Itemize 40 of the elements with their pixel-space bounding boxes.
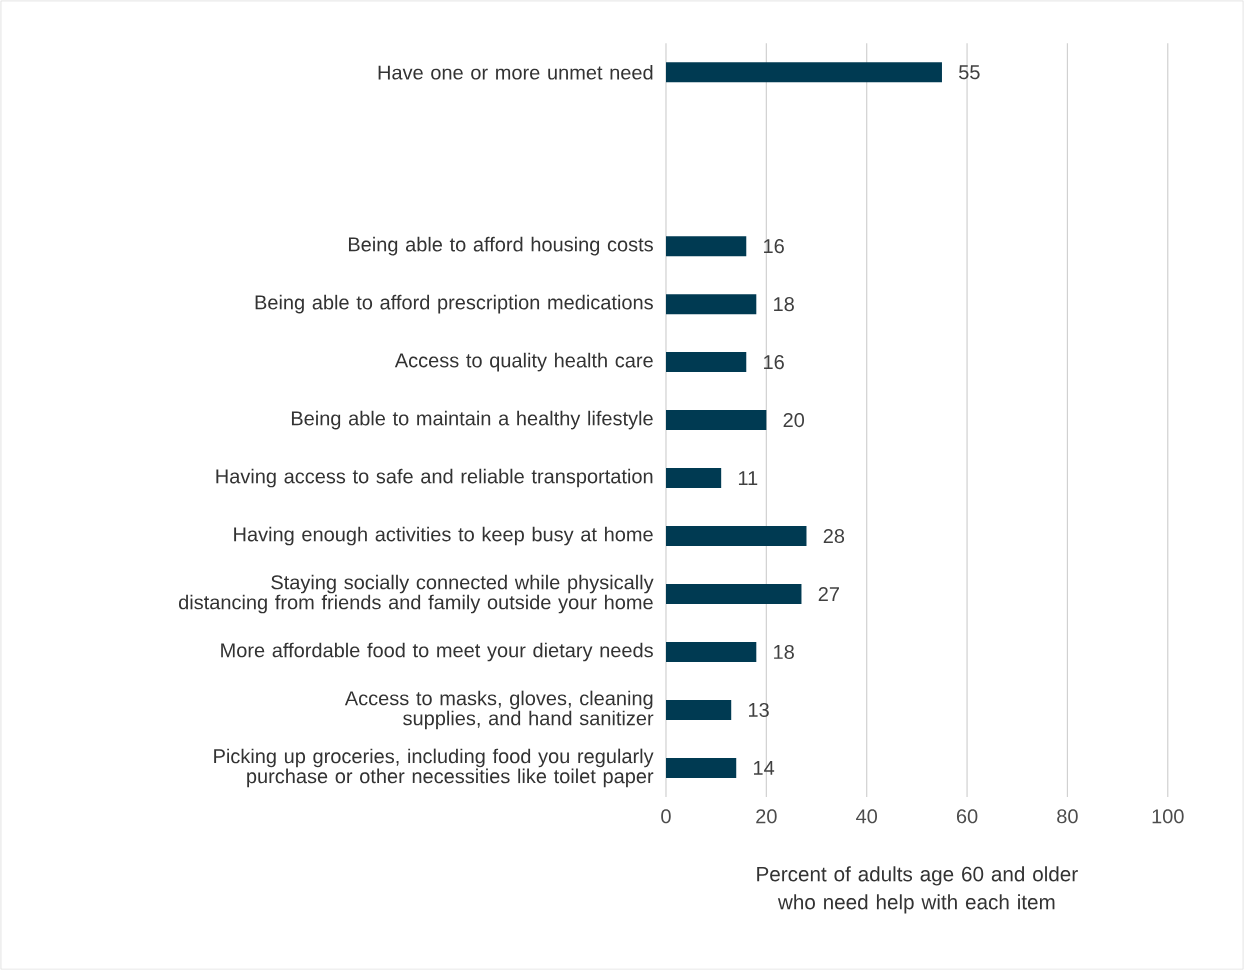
bar	[665, 352, 747, 373]
x-tick-label: 40	[856, 809, 878, 824]
data-label: 20	[783, 412, 805, 428]
data-label: 16	[764, 239, 784, 254]
data-label: 18	[774, 644, 794, 660]
data-label: 14	[754, 761, 775, 775]
y-tick-label: Access to masks, gloves, cleaning supplies, and hand sanitizer	[344, 690, 654, 730]
bar	[665, 526, 807, 546]
data-label: 13	[749, 702, 769, 717]
bar	[665, 294, 757, 315]
y-tick-label: Being able to maintain a healthy lifestyle	[291, 410, 653, 430]
bar	[665, 236, 747, 257]
y-tick-label: Being able to afford housing costs	[348, 236, 653, 256]
data-label: 55	[959, 65, 980, 80]
data-label: 11	[738, 471, 758, 485]
bar	[665, 410, 767, 431]
data-label: 28	[823, 528, 845, 544]
x-tick-label: 0	[661, 809, 671, 824]
x-axis-title: Percent of adults age 60 and older who need help with each item	[757, 866, 1078, 914]
data-label: 27	[818, 586, 839, 601]
bar	[665, 757, 737, 778]
x-tick-label: 80	[1057, 809, 1078, 824]
y-tick-label: Access to quality health care	[394, 352, 653, 372]
y-tick-label: More affordable food to meet your dietary needs	[221, 642, 653, 662]
bar	[665, 699, 732, 720]
x-tick-label: 100	[1152, 809, 1184, 824]
bar	[665, 468, 722, 489]
y-tick-label: Having enough activities to keep busy at home	[234, 526, 653, 546]
y-tick-label: Being able to afford prescription medications	[255, 294, 653, 314]
bar	[665, 641, 757, 662]
y-tick-label: Staying socially connected while physically distancing from friends and family outside your home	[178, 574, 654, 614]
y-tick-label: Have one or more unmet need	[378, 64, 653, 80]
y-tick-label: Having access to safe and reliable transportation	[216, 468, 653, 488]
y-tick-label: Picking up groceries, including food you regularly purchase or other necessities like toilet paper	[214, 748, 654, 788]
x-tick-label: 60	[956, 809, 978, 824]
x-tick-label: 20	[756, 809, 777, 824]
data-label: 18	[774, 297, 794, 312]
data-label: 16	[764, 354, 784, 370]
bar	[665, 62, 942, 83]
bar	[665, 583, 802, 604]
